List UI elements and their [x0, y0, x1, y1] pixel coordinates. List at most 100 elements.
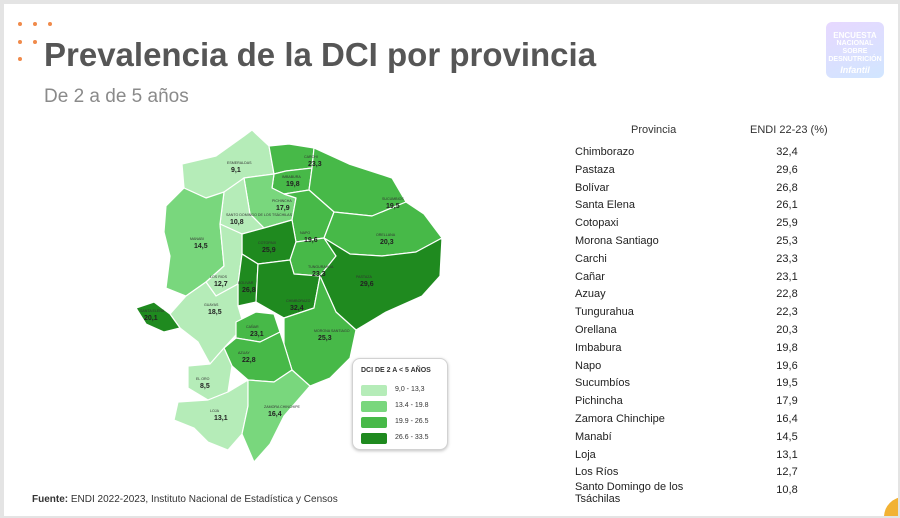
map-label-name: IMBABURA: [282, 175, 301, 179]
map-label-value: 32,4: [290, 305, 304, 312]
province-value: 20,3: [776, 324, 798, 336]
map-label-value: 25,9: [262, 247, 276, 254]
province-value: 23,3: [776, 252, 798, 265]
legend-item: 26.6 - 33.5: [361, 433, 443, 445]
province-name: Santo Domingo de los Tsáchilas: [575, 481, 684, 506]
map-label-name: EL ORO: [196, 377, 210, 381]
map-legend: DCI DE 2 A < 5 AÑOS 9,0 - 13,3 13.4 - 19…: [352, 358, 448, 450]
map-label: ORELLANA 20,3: [376, 233, 396, 246]
map-label: SANTO DOMINGO DE LOS TSÁCHILAS 10,8: [226, 213, 293, 226]
map-label-name: MANABI: [190, 237, 204, 241]
table-row: Santo Domingo de los Tsáchilas 10,8: [569, 481, 839, 505]
province-value: 22,3: [776, 306, 798, 319]
province-value: 19,6: [776, 359, 798, 372]
legend-item: 9,0 - 13,3: [361, 385, 443, 397]
table-row: Morona Santiago 25,3: [569, 233, 839, 251]
map-label: PICHINCHA 17,9: [272, 199, 292, 212]
province-value: 26,1: [776, 199, 798, 212]
map-label: COTOPAXI 25,9: [258, 241, 276, 254]
map-label-name: PICHINCHA: [272, 199, 292, 203]
table-row: Tungurahua 22,3: [569, 304, 839, 322]
table-header-province: Provincia: [631, 124, 677, 136]
table-row: Sucumbíos 19,5: [569, 375, 839, 393]
map-label: SUCUMBIOS 19,5: [382, 197, 404, 210]
map-label-value: 17,9: [276, 205, 290, 212]
map-label: MANABI 14,5: [190, 237, 208, 250]
province-name: Chimborazo: [575, 146, 635, 158]
province-name: Sucumbíos: [575, 377, 631, 390]
map-label: CARCHI 23,3: [304, 155, 322, 168]
province-value: 14,5: [776, 430, 798, 443]
table-row: Napo 19,6: [569, 358, 839, 376]
province-name: Tungurahua: [575, 306, 634, 319]
map-label-name: COTOPAXI: [258, 241, 276, 245]
map-label: PASTAZA 29,6: [356, 275, 374, 288]
page-subtitle: De 2 a de 5 años: [44, 86, 189, 107]
table-row: Pastaza 29,6: [569, 162, 839, 180]
province-name: Cotopaxi: [575, 217, 619, 230]
province-value: 29,6: [776, 163, 798, 176]
map-label: TUNGURAHUA 23,3: [308, 265, 334, 278]
map-label: NAPO 19,6: [300, 231, 318, 244]
province-santa-elena: [135, 301, 181, 333]
map-label-name: AZUAY: [238, 351, 250, 355]
map-label-name: BOLIVAR: [238, 281, 254, 285]
map-label-value: 25,3: [318, 335, 332, 342]
province-name: Pichincha: [575, 395, 623, 408]
map-label: EL ORO 8,5: [196, 377, 210, 390]
province-bolivar: [237, 253, 259, 307]
province-value: 25,9: [776, 217, 798, 230]
province-value: 25,3: [776, 235, 798, 247]
map-label-name: SANTO DOMINGO DE LOS TSÁCHILAS: [226, 213, 293, 217]
province-name: Carchi: [575, 252, 607, 265]
map-label-value: 19,8: [286, 181, 300, 188]
province-name: Azuay: [575, 288, 606, 301]
map-label-value: 26,8: [242, 287, 256, 294]
map-label: GUAYAS 18,5: [204, 303, 222, 316]
map-label: MORONA SANTIAGO 25,3: [314, 329, 350, 342]
map-label-value: 23,1: [250, 331, 264, 338]
source-note: Fuente: ENDI 2022-2023, Instituto Nacion…: [32, 494, 338, 505]
map-label-value: 19,5: [386, 203, 400, 210]
map-label: LOJA 13,1: [210, 409, 228, 422]
legend-swatch: [361, 385, 387, 396]
table-row: Zamora Chinchipe 16,4: [569, 411, 839, 429]
table-row: Cotopaxi 25,9: [569, 215, 839, 233]
map-label-value: 18,5: [208, 309, 222, 316]
map-label-value: 29,6: [360, 281, 374, 288]
province-name: Imbabura: [575, 341, 622, 354]
map-label-value: 14,5: [194, 243, 208, 250]
province-el-oro: [187, 347, 233, 401]
province-value: 19,8: [776, 341, 798, 354]
map-label-name: ESMERALDAS: [227, 161, 252, 165]
province-name: Pastaza: [575, 163, 615, 176]
map-label-value: 20,1: [144, 315, 158, 322]
map-label-value: 9,1: [231, 167, 241, 174]
province-value: 26,8: [776, 181, 798, 194]
map-label: CHIMBORAZO 32,4: [286, 299, 311, 312]
province-zamora: [241, 369, 311, 463]
endi-logo: ENCUESTA NACIONAL SOBRE DESNUTRICIÓN Inf…: [826, 22, 884, 78]
map-label-value: 23,3: [308, 161, 322, 168]
map-label-value: 8,5: [200, 383, 210, 390]
province-name: Bolívar: [575, 181, 610, 194]
map-label: SANTA ELENA 20,1: [140, 309, 165, 322]
table-row: Carchi 23,3: [569, 251, 839, 269]
province-name: Zamora Chinchipe: [575, 413, 665, 425]
map-label-value: 10,8: [230, 219, 244, 226]
table-row: Manabí 14,5: [569, 429, 839, 447]
table-row: Cañar 23,1: [569, 269, 839, 287]
table-row: Santa Elena 26,1: [569, 197, 839, 215]
map-label: IMBABURA 19,8: [282, 175, 301, 188]
table-row: Loja 13,1: [569, 447, 839, 465]
map-label-name: CHIMBORAZO: [286, 299, 311, 303]
map-label-value: 13,1: [214, 415, 228, 422]
province-name: Los Ríos: [575, 466, 619, 479]
decorative-dots: [16, 20, 56, 61]
province-name: Santa Elena: [575, 199, 635, 212]
corner-decoration: [884, 497, 898, 516]
table-row: Bolívar 26,8: [569, 180, 839, 198]
table-row: Imbabura 19,8: [569, 340, 839, 358]
table-row: Orellana 20,3: [569, 322, 839, 340]
province-name: Orellana: [575, 324, 617, 336]
